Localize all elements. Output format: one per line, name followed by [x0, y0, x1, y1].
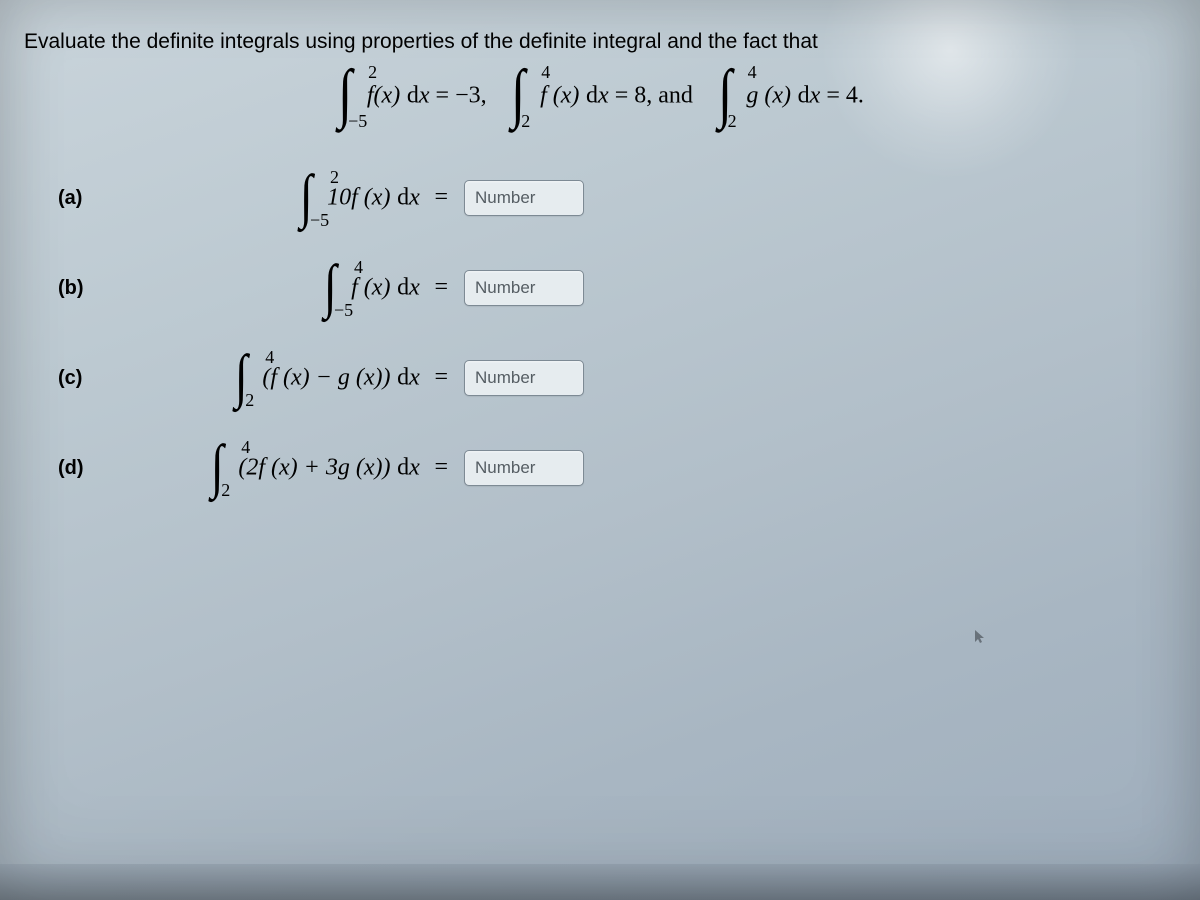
problem-a-expression: ∫ 2 −5 10f (x) dx =	[146, 169, 456, 227]
problem-b-integrand: f (x)	[351, 274, 390, 300]
problem-c-integrand: (f (x) − g (x))	[262, 364, 390, 390]
problem-d-label: (d)	[58, 457, 138, 480]
integral-2-integrand: f (x)	[540, 82, 579, 108]
problem-c-upper: 4	[265, 347, 274, 368]
problem-a-lower: −5	[310, 210, 329, 231]
problem-a-integrand: 10f (x)	[327, 184, 390, 210]
integral-2-upper: 4	[541, 62, 550, 83]
integral-3-symbol: ∫ 4 2	[716, 64, 734, 128]
integral-3-lower: 2	[728, 111, 737, 132]
separator-2: , and	[646, 82, 693, 108]
cursor-icon	[975, 630, 985, 644]
monitor-bezel	[0, 864, 1200, 900]
terminator: .	[858, 82, 864, 108]
integral-1-integrand: f(x)	[367, 82, 400, 108]
problem-row: (d) ∫ 4 2 (2f (x) + 3g (x)) dx = Number	[58, 432, 1176, 504]
problem-row: (c) ∫ 4 2 (f (x) − g (x)) dx = Number	[58, 342, 1176, 414]
problem-c-lower: 2	[245, 390, 254, 411]
problem-b-lower: −5	[334, 300, 353, 321]
problem-d-lower: 2	[221, 480, 230, 501]
problem-b-upper: 4	[354, 257, 363, 278]
problem-row: (b) ∫ 4 −5 f (x) dx = Number	[58, 252, 1176, 324]
question-prompt: Evaluate the definite integrals using pr…	[24, 30, 1176, 54]
problem-c-label: (c)	[58, 367, 138, 390]
problem-c-answer-input[interactable]: Number	[464, 360, 584, 396]
integral-1-symbol: ∫ 2 −5	[336, 64, 354, 128]
integral-1-lower: −5	[348, 111, 367, 132]
problem-row: (a) ∫ 2 −5 10f (x) dx = Number	[58, 162, 1176, 234]
problem-d-upper: 4	[241, 437, 250, 458]
integral-2-lower: 2	[521, 111, 530, 132]
problem-b-label: (b)	[58, 277, 138, 300]
integral-3-upper: 4	[748, 62, 757, 83]
separator-1: ,	[481, 82, 487, 108]
integral-2-value: 8	[634, 82, 646, 108]
problem-c-expression: ∫ 4 2 (f (x) − g (x)) dx =	[146, 349, 456, 407]
problem-b-answer-input[interactable]: Number	[464, 270, 584, 306]
problem-d-integrand: (2f (x) + 3g (x))	[238, 454, 390, 480]
integral-2-symbol: ∫ 4 2	[509, 64, 527, 128]
problem-list: (a) ∫ 2 −5 10f (x) dx = Number (b) ∫	[58, 162, 1176, 504]
integral-1-value: −3	[455, 82, 481, 108]
problem-d-expression: ∫ 4 2 (2f (x) + 3g (x)) dx =	[146, 439, 456, 497]
problem-d-answer-input[interactable]: Number	[464, 450, 584, 486]
problem-a-upper: 2	[330, 167, 339, 188]
integral-3-integrand: g (x)	[746, 82, 791, 108]
integral-3-value: 4	[846, 82, 858, 108]
integral-1-upper: 2	[368, 62, 377, 83]
problem-a-answer-input[interactable]: Number	[464, 180, 584, 216]
question-area: Evaluate the definite integrals using pr…	[0, 0, 1200, 504]
given-integrals: ∫ 2 −5 f(x) dx = −3, ∫ 4 2 f (x) dx = 8,…	[24, 64, 1176, 128]
problem-b-expression: ∫ 4 −5 f (x) dx =	[146, 259, 456, 317]
problem-a-label: (a)	[58, 187, 138, 210]
